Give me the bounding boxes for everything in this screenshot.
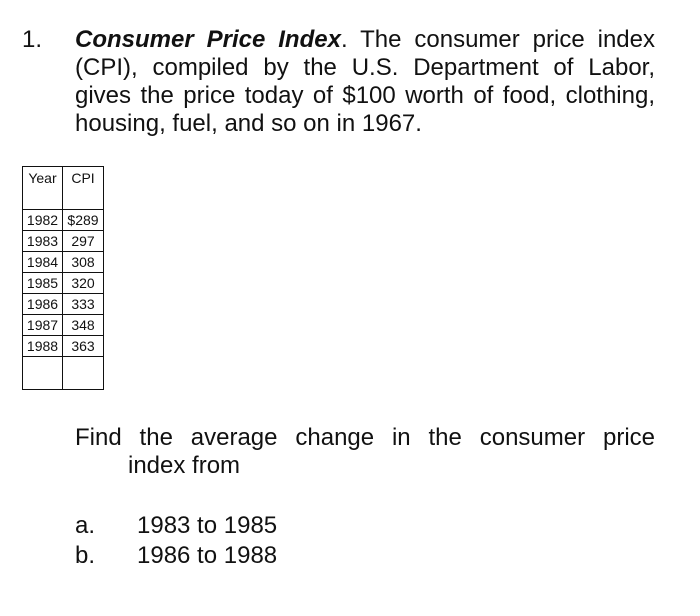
table-header-cpi: CPI	[62, 166, 104, 193]
table-cell-cpi: 320	[62, 272, 104, 294]
table-cell-year: 1983	[22, 230, 63, 252]
problem-number: 1.	[22, 26, 43, 53]
table-cell-year: 1982	[22, 209, 63, 231]
problem-statement: Consumer Price Index. The consumer price…	[75, 26, 655, 138]
table-cell-cpi: 333	[62, 293, 104, 315]
part-b-letter: b.	[75, 542, 96, 569]
question-text: Find the average change in the consumer …	[75, 424, 655, 480]
problem-title: Consumer Price Index	[75, 26, 341, 53]
part-b-text: 1986 to 1988	[137, 542, 278, 569]
table-row: 1988 363	[22, 335, 104, 357]
table-cell-cpi: $289	[62, 209, 104, 231]
table-header-row: Year CPI	[22, 166, 104, 193]
table-spacer-cell	[62, 193, 104, 210]
table-row: 1982 $289	[22, 209, 104, 231]
table-cell-year: 1985	[22, 272, 63, 294]
table-row: 1983 297	[22, 230, 104, 252]
cpi-table: Year CPI 1982 $289 1983 297 1984 308 198…	[22, 166, 104, 390]
table-cell-year: 1987	[22, 314, 63, 336]
table-row: 1987 348	[22, 314, 104, 336]
table-cell-cpi: 363	[62, 335, 104, 357]
table-cell-cpi: 308	[62, 251, 104, 273]
table-cell-year: 1984	[22, 251, 63, 273]
table-cell-year: 1988	[22, 335, 63, 357]
table-header-year: Year	[22, 166, 63, 193]
table-bottom-row	[22, 356, 104, 390]
part-b: b. 1986 to 1988	[75, 542, 277, 570]
table-row: 1986 333	[22, 293, 104, 315]
part-a-text: 1983 to 1985	[137, 512, 278, 539]
question-line-1: Find the average change in the consumer …	[75, 424, 655, 451]
table-spacer-row	[22, 193, 104, 210]
table-cell-cpi: 348	[62, 314, 104, 336]
part-a-letter: a.	[75, 512, 96, 539]
table-empty-cell	[22, 356, 63, 390]
table-spacer-cell	[22, 193, 63, 210]
table-empty-cell	[62, 356, 104, 390]
table-row: 1985 320	[22, 272, 104, 294]
table-row: 1984 308	[22, 251, 104, 273]
problem-body: . The consumer price index (CPI), compil…	[75, 26, 655, 137]
table-cell-year: 1986	[22, 293, 63, 315]
table-cell-cpi: 297	[62, 230, 104, 252]
part-a: a. 1983 to 1985	[75, 512, 277, 540]
question-line-2: index from	[128, 452, 241, 479]
